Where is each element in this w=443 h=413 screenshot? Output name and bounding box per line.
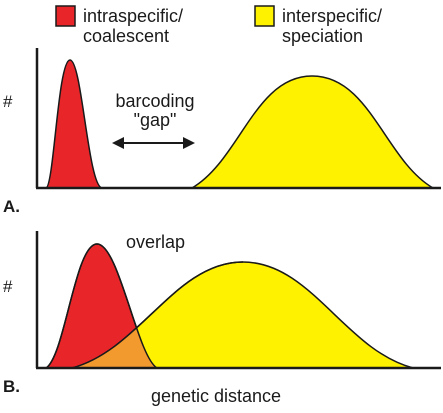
legend-swatch-interspecific bbox=[254, 5, 275, 27]
gap-double-arrow-icon bbox=[112, 137, 195, 149]
panel-a-y-symbol: # bbox=[3, 92, 13, 111]
x-axis-label: genetic distance bbox=[151, 386, 281, 406]
legend-interspecific-line2: speciation bbox=[282, 26, 363, 46]
panel-b-intraspecific-outline bbox=[45, 243, 158, 369]
panel-a-intraspecific-curve bbox=[45, 59, 103, 189]
legend-intraspecific-line1: intraspecific/ bbox=[83, 6, 183, 26]
panel-b-letter: B. bbox=[3, 377, 20, 396]
panel-b-overlap-label: overlap bbox=[126, 232, 185, 252]
legend-swatch-intraspecific bbox=[55, 5, 76, 27]
panel-b-y-symbol: # bbox=[3, 277, 13, 296]
legend-intraspecific-line2: coalescent bbox=[83, 26, 169, 46]
panel-b-interspecific-outline bbox=[71, 261, 244, 369]
legend-interspecific-line1: interspecific/ bbox=[282, 6, 382, 26]
panel-a-gap-label-line2: "gap" bbox=[134, 110, 177, 130]
panel-a-letter: A. bbox=[3, 197, 20, 216]
panel-a-gap-label-line1: barcoding bbox=[115, 91, 194, 111]
panel-b: # B. overlap bbox=[3, 231, 441, 396]
panel-a: # A. barcoding "gap" bbox=[3, 48, 441, 216]
panel-a-interspecific-curve bbox=[191, 75, 434, 189]
